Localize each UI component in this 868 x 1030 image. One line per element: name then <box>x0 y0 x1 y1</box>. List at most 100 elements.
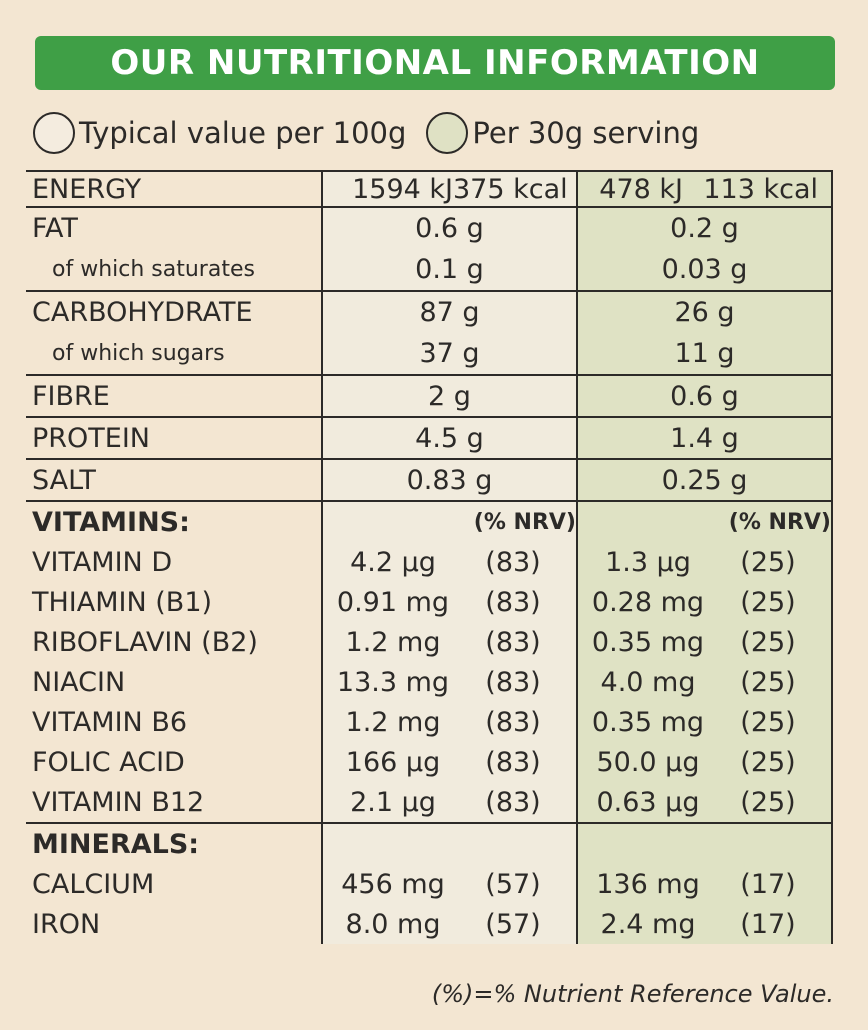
nrv-100g: (83) <box>485 626 541 658</box>
nrv-30g: (25) <box>740 706 796 738</box>
amount-30g: 50.0 µg <box>596 746 700 778</box>
table-row-vitamin: THIAMIN (B1) 0.91 mg (83) 0.28 mg (25) <box>26 582 833 622</box>
section-header: MINERALS: <box>32 828 200 860</box>
nrv-30g: (25) <box>740 746 796 778</box>
table-row-vitamins-header: VITAMINS: (% NRV) (% NRV) <box>26 501 833 542</box>
row-label: SALT <box>26 458 322 502</box>
legend-per30-label: Per 30g serving <box>472 116 700 150</box>
row-label: FIBRE <box>26 374 322 417</box>
nrv-header-100g: (% NRV) <box>321 501 577 542</box>
amount-30g: 136 mg <box>596 868 700 900</box>
nrv-100g: (83) <box>485 586 541 618</box>
table-row-energy: ENERGY 1594 kJ375 kcal 478 kJ 113 kcal <box>26 170 833 207</box>
legend: Typical value per 100g Per 30g serving <box>33 110 699 156</box>
per30-circle-icon <box>426 112 469 154</box>
row-label: VITAMIN D <box>32 546 173 578</box>
nrv-100g: (83) <box>485 666 541 698</box>
per100-circle-icon <box>33 112 75 154</box>
row-label: VITAMIN B12 <box>26 782 322 824</box>
value-100g: 0.6 g <box>321 206 577 248</box>
legend-per100-label: Typical value per 100g <box>79 116 407 150</box>
nrv-30g: (25) <box>740 546 796 578</box>
amount-100g: 1.2 mg <box>345 626 441 658</box>
nrv-header-30g: (% NRV) <box>576 501 833 542</box>
amount-100g: 456 mg <box>341 868 445 900</box>
table-row-protein: PROTEIN 4.5 g 1.4 g <box>26 416 833 459</box>
table-row-fat: FAT 0.6 g 0.2 g <box>26 206 833 248</box>
nrv-100g: (83) <box>485 546 541 578</box>
table-row-mineral: IRON 8.0 mg (57) 2.4 mg (17) <box>26 904 833 944</box>
value-30g: 0.25 g <box>576 458 833 502</box>
value-30g: 1.4 g <box>576 416 833 459</box>
amount-30g: 1.3 µg <box>605 546 691 578</box>
row-label: RIBOFLAVIN (B2) <box>32 626 258 658</box>
nutrition-table: ENERGY 1594 kJ375 kcal 478 kJ 113 kcal FA… <box>26 170 833 944</box>
energy-kj-30g: 478 kJ <box>599 173 683 205</box>
value-100g: 0.1 g <box>321 248 577 291</box>
value-100g: 0.83 g <box>321 458 577 502</box>
row-label: PROTEIN <box>26 416 322 459</box>
nrv-30g: (25) <box>740 626 796 658</box>
table-row-carbohydrate: CARBOHYDRATE 87 g 26 g <box>26 290 833 332</box>
value-30g: 0.03 g <box>576 248 833 291</box>
nrv-100g: (57) <box>485 908 541 940</box>
nrv-30g: (25) <box>740 666 796 698</box>
nrv-30g: (17) <box>740 868 796 900</box>
value-30g: 0.2 g <box>576 206 833 248</box>
amount-30g: 2.4 mg <box>600 908 696 940</box>
value-30g: 0.6 g <box>576 374 833 417</box>
nrv-100g: (83) <box>485 786 541 818</box>
table-row-vitamin: VITAMIN B12 2.1 µg (83) 0.63 µg (25) <box>26 782 833 824</box>
row-label: IRON <box>32 908 101 940</box>
amount-100g: 2.1 µg <box>350 786 436 818</box>
nrv-100g: (83) <box>485 706 541 738</box>
table-row-sugars: of which sugars 37 g 11 g <box>26 332 833 375</box>
row-label: VITAMIN B6 <box>32 706 188 738</box>
row-label: FAT <box>26 206 322 248</box>
amount-30g: 0.35 mg <box>591 626 705 658</box>
table-row-minerals-header: MINERALS: <box>26 823 833 864</box>
table-row-vitamin: NIACIN 13.3 mg (83) 4.0 mg (25) <box>26 662 833 702</box>
value-100g: 37 g <box>321 332 577 375</box>
table-row-vitamin: VITAMIN D 4.2 µg (83) 1.3 µg (25) <box>26 542 833 582</box>
section-header: VITAMINS: <box>32 506 190 538</box>
row-label: of which saturates <box>52 256 255 282</box>
table-row-vitamin: RIBOFLAVIN (B2) 1.2 mg (83) 0.35 mg (25) <box>26 622 833 662</box>
energy-kj-100g: 1594 kJ <box>352 173 453 205</box>
value-100g: 4.5 g <box>321 416 577 459</box>
amount-100g: 4.2 µg <box>350 546 436 578</box>
amount-30g: 0.63 µg <box>596 786 700 818</box>
amount-100g: 1.2 mg <box>345 706 441 738</box>
row-label: FOLIC ACID <box>32 746 185 778</box>
table-row-salt: SALT 0.83 g 0.25 g <box>26 458 833 502</box>
table-row-fibre: FIBRE 2 g 0.6 g <box>26 374 833 417</box>
table-row-vitamin: FOLIC ACID 166 µg (83) 50.0 µg (25) <box>26 742 833 782</box>
energy-kcal-30g: 113 kcal <box>703 173 818 205</box>
amount-30g: 0.35 mg <box>591 706 705 738</box>
energy-kcal-100g: 375 kcal <box>453 173 568 205</box>
nrv-100g: (83) <box>485 746 541 778</box>
nrv-30g: (17) <box>740 908 796 940</box>
amount-100g: 166 µg <box>345 746 441 778</box>
value-30g: 26 g <box>576 290 833 332</box>
row-label: CARBOHYDRATE <box>26 290 322 332</box>
table-row-saturates: of which saturates 0.1 g 0.03 g <box>26 248 833 291</box>
footnote: (%)=% Nutrient Reference Value. <box>431 980 834 1008</box>
value-100g: 2 g <box>321 374 577 417</box>
title-banner: OUR NUTRITIONAL INFORMATION <box>35 36 835 90</box>
amount-30g: 4.0 mg <box>600 666 696 698</box>
amount-30g: 0.28 mg <box>591 586 705 618</box>
value-100g: 87 g <box>321 290 577 332</box>
nrv-100g: (57) <box>485 868 541 900</box>
row-label: ENERGY <box>26 170 322 207</box>
amount-100g: 0.91 mg <box>336 586 450 618</box>
amount-100g: 8.0 mg <box>345 908 441 940</box>
table-row-vitamin: VITAMIN B6 1.2 mg (83) 0.35 mg (25) <box>26 702 833 742</box>
nrv-30g: (25) <box>740 786 796 818</box>
value-30g: 11 g <box>576 332 833 375</box>
table-row-mineral: CALCIUM 456 mg (57) 136 mg (17) <box>26 864 833 904</box>
amount-100g: 13.3 mg <box>336 666 450 698</box>
row-label: CALCIUM <box>32 868 155 900</box>
row-label: THIAMIN (B1) <box>32 586 213 618</box>
nrv-30g: (25) <box>740 586 796 618</box>
